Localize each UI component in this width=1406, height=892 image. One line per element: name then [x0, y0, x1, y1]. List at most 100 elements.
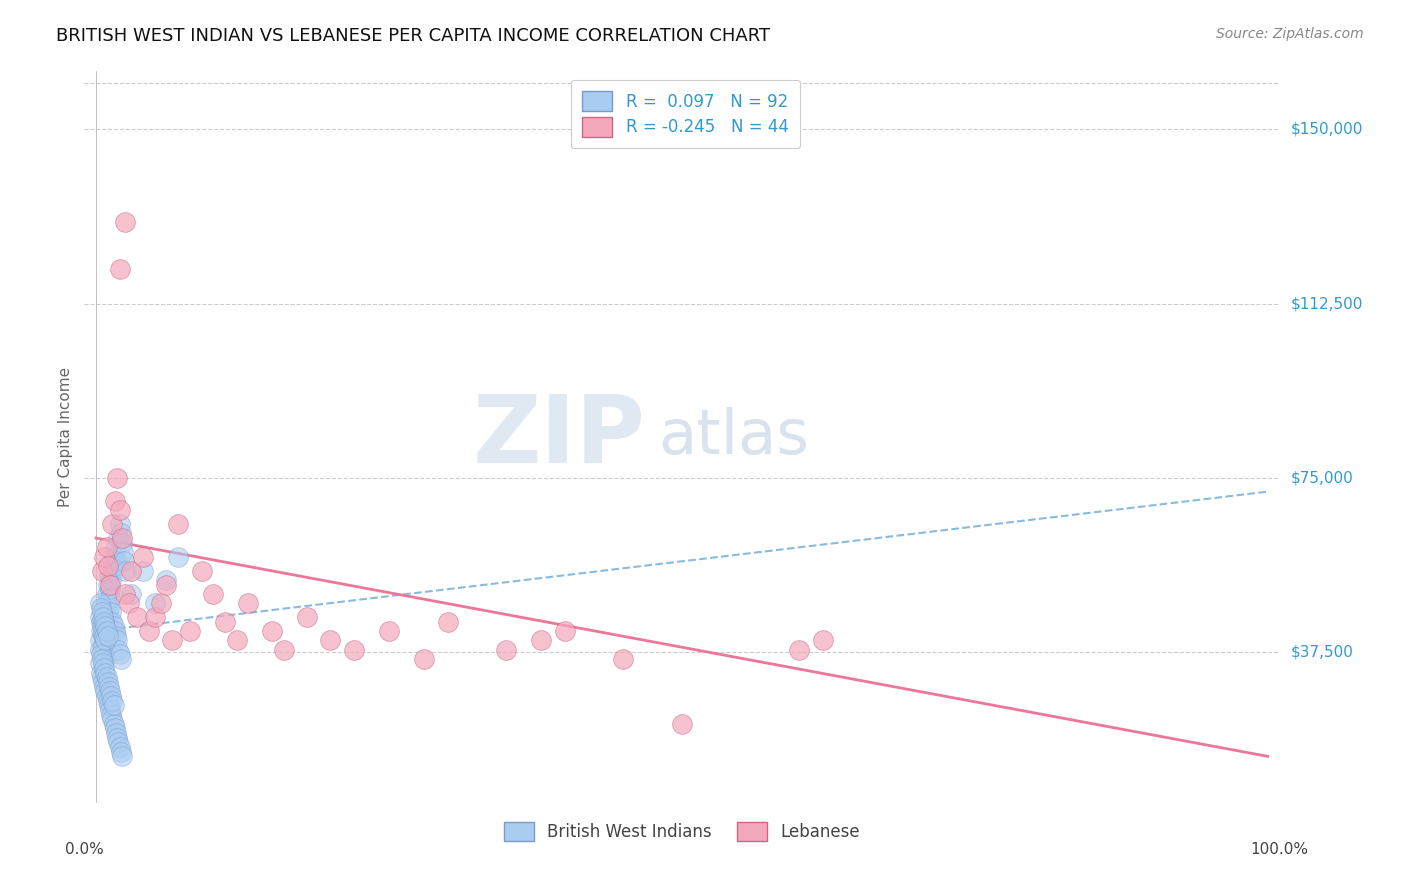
- Point: [111, 531, 134, 545]
- Point: [93, 549, 115, 564]
- Point: [91, 629, 114, 643]
- Point: [190, 564, 212, 578]
- Point: [138, 624, 160, 638]
- Point: [89, 657, 111, 671]
- Point: [93, 680, 115, 694]
- Point: [100, 573, 122, 587]
- Point: [91, 624, 114, 638]
- Point: [811, 633, 834, 648]
- Point: [162, 633, 183, 648]
- Point: [105, 633, 128, 648]
- Point: [103, 716, 125, 731]
- Point: [98, 582, 121, 597]
- Point: [110, 745, 132, 759]
- Point: [90, 600, 112, 615]
- Point: [107, 642, 129, 657]
- Point: [93, 629, 115, 643]
- Point: [105, 554, 128, 568]
- Text: $75,000: $75,000: [1291, 470, 1354, 485]
- Point: [101, 564, 124, 578]
- Point: [103, 549, 125, 564]
- Point: [97, 693, 120, 707]
- Point: [114, 215, 136, 229]
- Point: [155, 577, 177, 591]
- Text: $150,000: $150,000: [1291, 122, 1362, 136]
- Point: [90, 647, 112, 661]
- Point: [93, 661, 115, 675]
- Text: atlas: atlas: [658, 407, 808, 467]
- Point: [107, 531, 129, 545]
- Point: [530, 633, 553, 648]
- Point: [97, 577, 120, 591]
- Point: [104, 558, 127, 573]
- Point: [97, 558, 120, 573]
- Point: [378, 624, 401, 638]
- Point: [94, 619, 117, 633]
- Point: [108, 517, 131, 532]
- Text: $37,500: $37,500: [1291, 644, 1354, 659]
- Point: [554, 624, 576, 638]
- Point: [273, 642, 295, 657]
- Point: [295, 610, 318, 624]
- Point: [114, 587, 136, 601]
- Point: [90, 606, 114, 620]
- Text: 100.0%: 100.0%: [1250, 842, 1309, 856]
- Point: [260, 624, 283, 638]
- Point: [91, 610, 114, 624]
- Point: [90, 665, 112, 680]
- Point: [93, 647, 115, 661]
- Legend: British West Indians, Lebanese: British West Indians, Lebanese: [492, 811, 872, 853]
- Point: [343, 642, 366, 657]
- Point: [98, 568, 120, 582]
- Point: [103, 619, 125, 633]
- Point: [97, 606, 120, 620]
- Point: [90, 615, 112, 629]
- Point: [91, 638, 114, 652]
- Point: [107, 735, 129, 749]
- Point: [94, 684, 117, 698]
- Point: [90, 670, 114, 684]
- Text: 0.0%: 0.0%: [65, 842, 104, 856]
- Point: [214, 615, 236, 629]
- Point: [413, 652, 436, 666]
- Point: [671, 716, 693, 731]
- Point: [96, 689, 118, 703]
- Point: [101, 693, 124, 707]
- Point: [132, 564, 155, 578]
- Point: [89, 633, 111, 648]
- Point: [94, 633, 117, 648]
- Point: [98, 577, 121, 591]
- Point: [105, 629, 127, 643]
- Point: [97, 629, 120, 643]
- Point: [98, 591, 121, 606]
- Point: [91, 657, 114, 671]
- Point: [111, 749, 134, 764]
- Point: [105, 726, 127, 740]
- Point: [111, 535, 134, 549]
- Point: [143, 596, 166, 610]
- Point: [96, 596, 118, 610]
- Point: [90, 615, 114, 629]
- Point: [98, 703, 121, 717]
- Point: [98, 600, 120, 615]
- Point: [612, 652, 634, 666]
- Text: BRITISH WEST INDIAN VS LEBANESE PER CAPITA INCOME CORRELATION CHART: BRITISH WEST INDIAN VS LEBANESE PER CAPI…: [56, 27, 770, 45]
- Point: [105, 731, 128, 745]
- Point: [110, 652, 132, 666]
- Point: [100, 707, 122, 722]
- Point: [104, 624, 127, 638]
- Point: [167, 549, 190, 564]
- Point: [93, 615, 115, 629]
- Point: [108, 503, 131, 517]
- Point: [112, 554, 135, 568]
- Point: [132, 549, 155, 564]
- Point: [155, 573, 177, 587]
- Point: [319, 633, 342, 648]
- Point: [167, 517, 190, 532]
- Point: [101, 712, 124, 726]
- Point: [108, 647, 131, 661]
- Point: [98, 680, 120, 694]
- Point: [93, 619, 115, 633]
- Point: [90, 642, 114, 657]
- Point: [97, 675, 120, 690]
